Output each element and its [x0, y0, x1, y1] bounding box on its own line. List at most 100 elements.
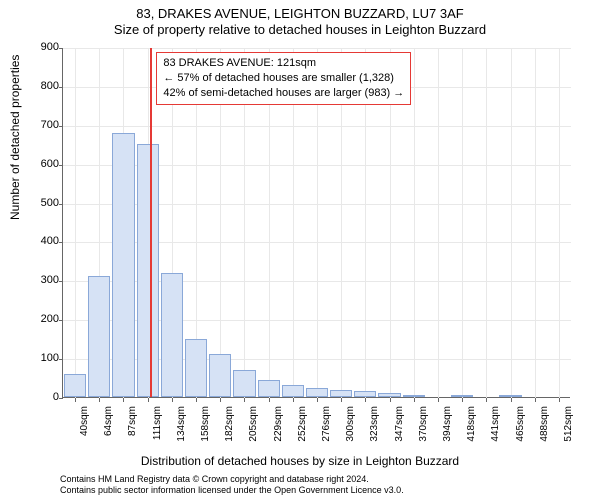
histogram-bar	[403, 395, 425, 397]
main-title: 83, DRAKES AVENUE, LEIGHTON BUZZARD, LU7…	[0, 0, 600, 21]
x-tick-mark	[293, 398, 294, 402]
x-tick-label: 229sqm	[273, 406, 284, 450]
x-tick-label: 87sqm	[127, 406, 138, 450]
y-tick-mark	[59, 126, 63, 127]
y-tick-mark	[59, 165, 63, 166]
x-tick-mark	[559, 398, 560, 402]
x-tick-label: 370sqm	[418, 406, 429, 450]
grid-vertical	[559, 48, 560, 398]
x-tick-mark	[99, 398, 100, 402]
grid-vertical	[438, 48, 439, 398]
y-tick-mark	[59, 204, 63, 205]
annotation-line: 42% of semi-detached houses are larger (…	[163, 86, 404, 101]
grid-vertical	[486, 48, 487, 398]
x-tick-mark	[535, 398, 536, 402]
histogram-bar	[137, 144, 159, 397]
histogram-bar	[330, 390, 352, 397]
y-tick-label: 300	[29, 274, 59, 286]
grid-horizontal	[63, 48, 571, 49]
x-tick-mark	[123, 398, 124, 402]
x-tick-mark	[365, 398, 366, 402]
x-tick-label: 465sqm	[515, 406, 526, 450]
y-tick-label: 100	[29, 352, 59, 364]
x-tick-mark	[317, 398, 318, 402]
histogram-bar	[209, 354, 231, 397]
y-tick-label: 200	[29, 313, 59, 325]
y-tick-mark	[59, 281, 63, 282]
footer-line-1: Contains HM Land Registry data © Crown c…	[60, 474, 404, 485]
histogram-bar	[161, 273, 183, 397]
grid-vertical	[535, 48, 536, 398]
x-tick-label: 182sqm	[224, 406, 235, 450]
x-tick-label: 347sqm	[394, 406, 405, 450]
property-marker-line	[150, 48, 152, 397]
y-tick-mark	[59, 242, 63, 243]
x-tick-label: 488sqm	[539, 406, 550, 450]
y-tick-label: 700	[29, 119, 59, 131]
x-tick-mark	[438, 398, 439, 402]
x-tick-mark	[172, 398, 173, 402]
y-tick-mark	[59, 359, 63, 360]
y-tick-mark	[59, 320, 63, 321]
x-axis-label: Distribution of detached houses by size …	[0, 454, 600, 468]
x-tick-label: 418sqm	[466, 406, 477, 450]
histogram-bar	[233, 370, 255, 397]
x-tick-mark	[486, 398, 487, 402]
y-tick-label: 800	[29, 80, 59, 92]
x-tick-label: 40sqm	[79, 406, 90, 450]
x-tick-mark	[196, 398, 197, 402]
x-tick-mark	[220, 398, 221, 402]
x-tick-mark	[341, 398, 342, 402]
y-tick-label: 500	[29, 197, 59, 209]
x-tick-label: 64sqm	[103, 406, 114, 450]
x-tick-label: 252sqm	[297, 406, 308, 450]
histogram-bar	[112, 133, 134, 397]
histogram-bar	[451, 395, 473, 397]
y-tick-label: 400	[29, 235, 59, 247]
x-tick-label: 394sqm	[442, 406, 453, 450]
x-tick-mark	[511, 398, 512, 402]
histogram-bar	[88, 276, 110, 397]
grid-vertical	[75, 48, 76, 398]
y-tick-label: 0	[29, 391, 59, 403]
histogram-bar	[306, 388, 328, 397]
histogram-bar	[282, 385, 304, 397]
histogram-bar	[64, 374, 86, 397]
annotation-box: 83 DRAKES AVENUE: 121sqm← 57% of detache…	[156, 52, 411, 105]
grid-horizontal	[63, 126, 571, 127]
grid-vertical	[414, 48, 415, 398]
y-axis-label: Number of detached properties	[8, 55, 22, 220]
x-tick-label: 300sqm	[345, 406, 356, 450]
x-tick-mark	[390, 398, 391, 402]
x-tick-label: 512sqm	[563, 406, 574, 450]
histogram-bar	[258, 380, 280, 398]
x-tick-mark	[462, 398, 463, 402]
y-tick-mark	[59, 87, 63, 88]
x-tick-label: 158sqm	[200, 406, 211, 450]
x-tick-label: 111sqm	[152, 406, 163, 450]
x-tick-label: 323sqm	[369, 406, 380, 450]
grid-vertical	[462, 48, 463, 398]
annotation-line: 83 DRAKES AVENUE: 121sqm	[163, 56, 404, 71]
x-tick-label: 441sqm	[490, 406, 501, 450]
footer-line-2: Contains public sector information licen…	[60, 485, 404, 496]
y-tick-mark	[59, 398, 63, 399]
x-tick-mark	[75, 398, 76, 402]
histogram-bar	[185, 339, 207, 397]
x-tick-label: 134sqm	[176, 406, 187, 450]
y-tick-label: 900	[29, 41, 59, 53]
y-tick-label: 600	[29, 158, 59, 170]
x-tick-mark	[269, 398, 270, 402]
histogram-bar	[354, 391, 376, 397]
y-tick-mark	[59, 48, 63, 49]
histogram-bar	[378, 393, 400, 397]
x-tick-mark	[148, 398, 149, 402]
x-tick-label: 205sqm	[248, 406, 259, 450]
footer-attribution: Contains HM Land Registry data © Crown c…	[60, 474, 404, 497]
x-tick-mark	[244, 398, 245, 402]
histogram-bar	[499, 395, 521, 397]
annotation-line: ← 57% of detached houses are smaller (1,…	[163, 71, 404, 86]
grid-vertical	[511, 48, 512, 398]
sub-title: Size of property relative to detached ho…	[0, 21, 600, 37]
x-tick-mark	[414, 398, 415, 402]
